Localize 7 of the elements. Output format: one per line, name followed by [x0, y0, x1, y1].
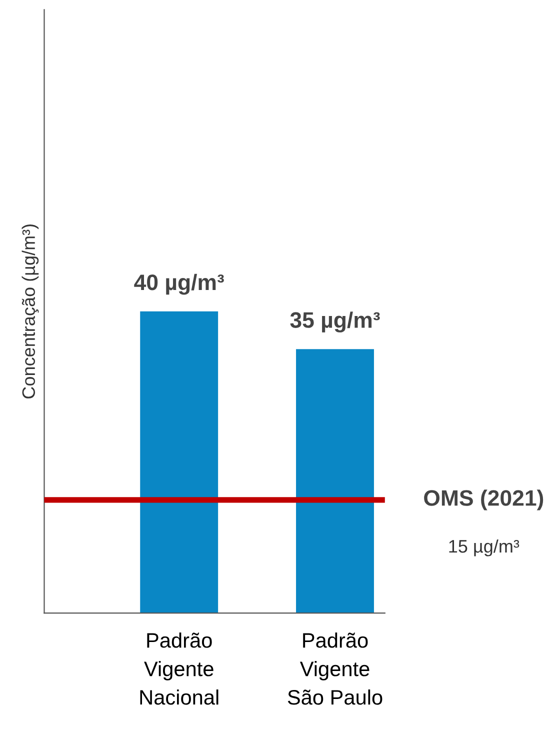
ref-line-label: OMS (2021) — [424, 490, 544, 510]
x-tick-label: Padrão Vigente Nacional — [140, 632, 218, 705]
data-label: 40 µg/m³ — [134, 274, 224, 295]
x-tick-label: Padrão Vigente São Paulo — [288, 632, 382, 705]
text: 15 µg/m³ — [449, 539, 520, 556]
data-label: 35 µg/m³ — [290, 312, 380, 332]
y-axis-title: Concentração (µg/m³) — [22, 224, 39, 398]
